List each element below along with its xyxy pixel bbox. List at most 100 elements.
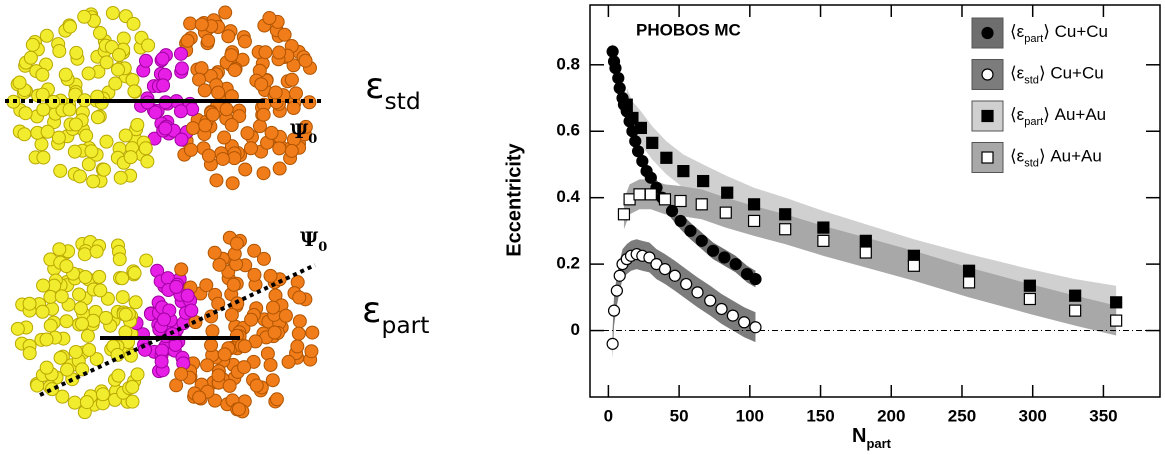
nucleon [92,26,107,41]
nucleon [130,367,145,382]
data-point [629,135,642,148]
nucleon [99,134,114,149]
annotation: PHOBOS MC [636,20,741,39]
nucleon [43,318,58,333]
data-point [695,198,708,211]
nucleon [238,162,253,177]
nucleon [127,84,142,99]
nucleon [79,128,94,143]
x-tick-label: 100 [736,406,764,425]
nucleon [84,144,99,159]
data-point [691,286,704,299]
data-point [859,234,872,247]
nucleon [304,344,319,359]
nucleon [205,107,220,122]
nucleon [217,130,232,145]
nucleon [59,259,74,274]
nucleon [229,236,244,251]
nucleon [211,296,226,311]
data-point [609,62,622,75]
data-point [631,145,645,158]
data-point [704,294,717,307]
nucleon [262,11,277,26]
nucleon [36,278,51,293]
legend-label: ⟨εstd⟩ Cu+Cu [1010,64,1104,86]
nucleon [200,358,215,373]
legend-marker [981,151,994,164]
nucleon [112,252,127,267]
nucleon [272,45,287,60]
nucleon [192,390,207,405]
nucleon [69,45,84,60]
data-point [680,277,693,291]
nucleon [260,346,275,361]
nucleon [265,373,280,388]
nucleon [51,130,66,145]
nucleon [10,321,25,336]
data-point [719,206,732,219]
nucleon [72,169,87,184]
data-point [646,136,659,149]
nucleon [247,267,262,282]
nucleon [227,63,242,78]
nucleon [224,117,239,132]
nucleon [169,279,184,294]
nucleon [125,380,140,395]
legend-label-part: ⟩ Au+Au [1043,105,1106,124]
nucleon [105,6,120,21]
legend-label-part: ⟨ε [1010,105,1025,124]
nucleon [89,244,104,259]
collision-diagram: εpart Ψ0 [10,227,429,420]
x-tick-label: 300 [1019,406,1047,425]
legend-label-part: ⟩ Au+Au [1039,147,1102,166]
nucleon [68,117,83,132]
data-point [859,246,872,259]
nucleon [113,170,128,185]
data-point [617,208,631,221]
legend-marker [981,68,994,81]
data-point [962,276,976,289]
nucleon [265,300,280,315]
nucleon [194,17,209,32]
data-point [610,284,623,297]
eccentricity-label-part: ε [362,290,381,331]
nucleon [112,47,127,62]
nucleon [68,344,83,359]
nucleon [90,110,105,125]
uncertainty-band [612,239,756,359]
nucleon [209,173,224,188]
data-point [636,155,649,168]
data-point [660,151,673,164]
nucleon [53,350,68,365]
nucleon [73,301,88,316]
y-axis-label: Eccentricity [503,142,525,256]
nucleon [22,346,37,361]
nucleon [272,161,287,176]
nucleon [155,51,170,66]
nucleon [123,150,138,165]
nucleon [154,354,169,369]
data-point [658,263,672,276]
nucleon [110,62,125,77]
nucleon [267,325,282,340]
nucleon [141,38,156,53]
angle-label-part: 0 [318,240,327,255]
nucleon [140,154,155,169]
legend-label: ⟨εpart⟩ Au+Au [1010,105,1106,127]
nucleon [205,324,220,339]
nucleon [218,5,233,20]
nucleon [174,262,189,277]
nucleon [290,339,305,354]
nucleon [23,50,38,65]
data-point [817,221,830,234]
nucleon [269,392,284,407]
nucleon [237,360,252,375]
nucleon [254,77,269,92]
nucleon [72,287,87,302]
nucleon [35,67,50,82]
data-point [1110,314,1123,327]
eccentricity-label-part: part [381,311,429,339]
legend-label-part: ⟨ε [1010,22,1025,41]
nucleon [174,61,189,76]
legend-entry: ⟨εstd⟩ Au+Au [971,142,1102,173]
